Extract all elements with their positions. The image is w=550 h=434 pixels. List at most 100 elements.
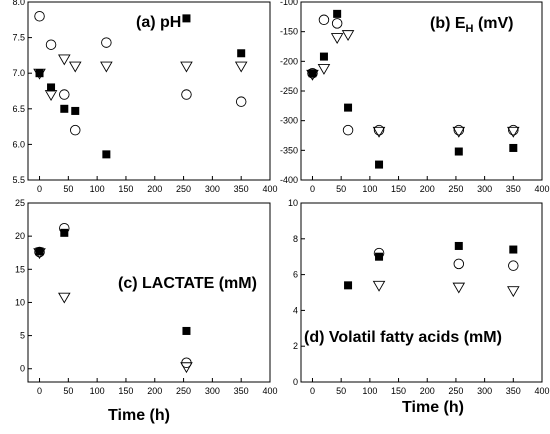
- data-point-square: [60, 104, 69, 113]
- data-point-square: [237, 49, 246, 58]
- data-point-square: [454, 147, 463, 156]
- x-tick-label: 200: [147, 386, 162, 396]
- y-tick-label: 6.0: [12, 139, 25, 149]
- x-tick-label: 350: [506, 386, 521, 396]
- data-point-triangle: [507, 126, 520, 138]
- x-tick-label: 50: [63, 386, 73, 396]
- y-tick-label: 0: [293, 377, 298, 387]
- y-tick-label: 8: [293, 234, 298, 244]
- x-tick-label: 250: [448, 386, 463, 396]
- x-tick-label: 400: [534, 386, 549, 396]
- data-point-square: [454, 241, 463, 250]
- x-tick-label: 350: [234, 184, 249, 194]
- data-point-circle: [373, 124, 385, 136]
- x-tick-label: 250: [448, 184, 463, 194]
- data-point-square: [102, 150, 111, 159]
- panel-ph-title: (a) pH: [136, 14, 181, 31]
- x-tick-label: 250: [176, 184, 191, 194]
- data-point-square: [375, 160, 384, 169]
- y-tick-label: -250: [280, 86, 298, 96]
- panel-vfa-title: (d) Volatil fatty acids (mM): [304, 329, 502, 346]
- x-tick-label: 200: [420, 184, 435, 194]
- data-point-circle: [373, 247, 385, 259]
- x-tick-label: 0: [310, 184, 315, 194]
- data-point-square: [35, 69, 44, 78]
- data-point-square: [182, 326, 191, 335]
- x-tick-label: 150: [391, 386, 406, 396]
- data-point-triangle: [58, 292, 71, 304]
- data-point-triangle: [234, 61, 248, 73]
- panel-ph: (a) pH 0 50 100 150 200 250 300 350 400 5.5 6.0 6.5…: [12, 0, 277, 194]
- y-tick-label: 20: [15, 231, 25, 241]
- x-tick-label: 300: [477, 184, 492, 194]
- data-point-square: [319, 52, 328, 61]
- panel-vfa-axes-frame: [300, 202, 543, 383]
- y-tick-label: 10: [15, 297, 25, 307]
- y-tick-label: 6.5: [12, 104, 25, 114]
- data-point-circle: [181, 89, 192, 100]
- x-tick-label: 0: [310, 386, 315, 396]
- x-tick-label: 100: [362, 386, 377, 396]
- x-tick-label: 150: [118, 184, 133, 194]
- data-point-circle: [453, 258, 465, 270]
- panel-lactate-title: (c) LACTATE (mM): [118, 275, 257, 292]
- data-point-square: [509, 245, 518, 254]
- data-point-triangle: [180, 61, 193, 73]
- data-point-circle: [307, 67, 318, 79]
- data-point-triangle: [58, 54, 71, 66]
- data-point-square: [71, 106, 80, 115]
- data-point-triangle: [33, 248, 46, 260]
- panel-vfa-xlabel: Time (h): [402, 399, 464, 416]
- panel-eh: (b) EH (mV) 0 50 100 150 200 250 300 350 400 -400…: [280, 0, 550, 194]
- panel-lactate-axes-frame: [27, 202, 271, 383]
- x-tick-label: 350: [506, 184, 521, 194]
- data-point-triangle: [330, 33, 344, 44]
- data-point-circle: [101, 37, 112, 48]
- x-tick-label: 50: [336, 184, 346, 194]
- data-point-circle: [34, 10, 45, 22]
- data-point-triangle: [33, 68, 46, 80]
- y-tick-label: 25: [15, 198, 25, 208]
- panel-ph-axes-frame: [27, 1, 271, 181]
- data-point-circle: [235, 96, 247, 107]
- y-tick-label: 5.5: [12, 175, 25, 185]
- panel-eh-title: (b) EH (mV): [430, 15, 514, 35]
- data-point-square: [375, 252, 384, 261]
- x-tick-label: 50: [336, 386, 346, 396]
- x-tick-label: 400: [262, 184, 277, 194]
- y-tick-label: 10: [288, 198, 298, 208]
- data-point-circle: [59, 222, 70, 234]
- data-point-triangle: [306, 69, 319, 81]
- x-tick-label: 250: [176, 386, 191, 396]
- y-tick-label: 15: [15, 264, 25, 274]
- data-point-circle: [318, 14, 330, 26]
- y-tick-label: 7.5: [12, 33, 25, 43]
- x-tick-label: 200: [147, 184, 162, 194]
- y-tick-label: -200: [280, 56, 298, 66]
- data-point-circle: [453, 124, 465, 136]
- y-tick-label: -150: [280, 27, 298, 37]
- y-tick-label: 6: [293, 270, 298, 280]
- y-tick-label: -100: [280, 0, 298, 7]
- data-point-triangle: [68, 61, 82, 73]
- data-point-circle: [34, 246, 45, 258]
- data-point-triangle: [180, 362, 193, 374]
- data-point-triangle: [372, 126, 386, 138]
- data-point-circle: [508, 260, 519, 271]
- x-tick-label: 300: [205, 386, 220, 396]
- data-point-square: [308, 69, 317, 78]
- data-point-square: [35, 247, 44, 256]
- data-point-circle: [45, 39, 57, 50]
- panel-eh-title-unit: (mV): [474, 15, 514, 32]
- x-tick-label: 50: [63, 184, 73, 194]
- data-point-triangle: [317, 64, 331, 75]
- data-point-square: [344, 281, 353, 290]
- data-point-triangle: [452, 282, 466, 294]
- y-tick-label: 4: [293, 305, 298, 315]
- x-tick-label: 100: [90, 386, 105, 396]
- data-point-square: [47, 83, 56, 92]
- y-tick-label: 2: [293, 341, 298, 351]
- data-point-triangle: [372, 280, 386, 292]
- y-tick-label: -400: [280, 175, 298, 185]
